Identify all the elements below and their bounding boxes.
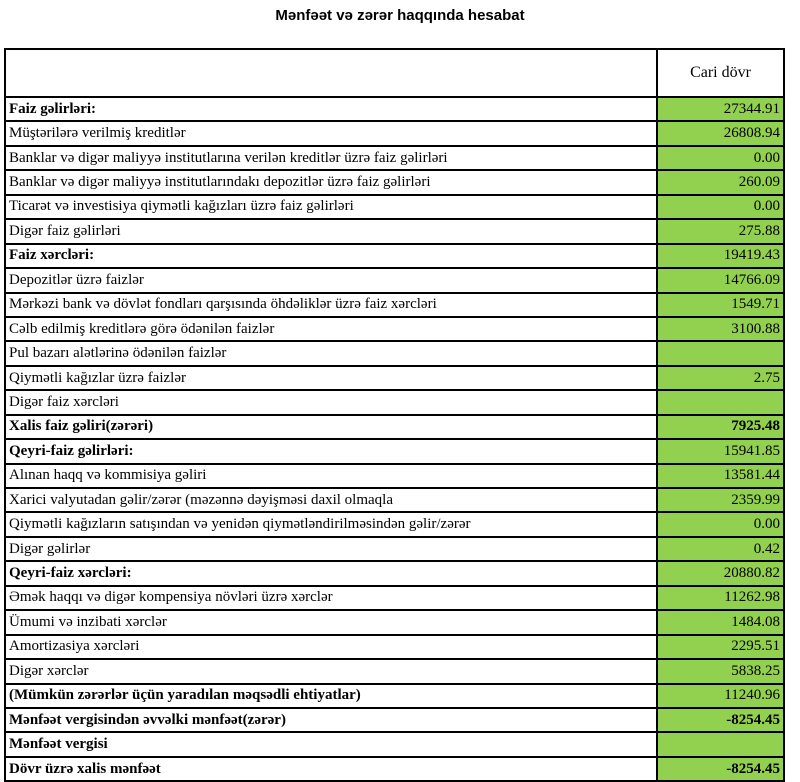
page-title: Mənfəət və zərər haqqında hesabat	[275, 7, 525, 24]
header-empty-cell	[4, 48, 658, 98]
row-label: Cəlb edilmiş kreditlərə görə ödənilən fa…	[4, 315, 658, 343]
table-row: Digər xərclər 5838.25	[4, 658, 785, 685]
row-value: 5838.25	[656, 658, 785, 685]
row-value: 15941.85	[656, 438, 785, 465]
row-label: Qiymətli kağızların satışından və yenidə…	[4, 511, 658, 538]
row-value: 0.00	[656, 193, 785, 221]
table-row: Mərkəzi bank və dövlət fondları qarşısın…	[4, 291, 785, 318]
row-label: Qiymətli kağızlar üzrə faizlər	[4, 364, 658, 392]
table-row: Xalis faiz gəliri(zərəri) 7925.48	[4, 413, 785, 441]
table-row: Ümumi və inzibati xərclər 1484.08	[4, 609, 785, 636]
row-label: Mənfəət vergisi	[4, 731, 658, 758]
row-value: 1549.71	[656, 291, 785, 318]
table-row: Banklar və digər maliyyə institutlarında…	[4, 169, 785, 196]
row-value: -8254.45	[656, 706, 785, 734]
row-label: Banklar və digər maliyyə institutlarında…	[4, 169, 658, 196]
table-header-row: Cari dövr	[4, 48, 785, 98]
table-row: Mənfəət vergisi	[4, 731, 785, 758]
row-label: Faiz xərcləri:	[4, 242, 658, 270]
row-label: Banklar və digər maliyyə institutlarına …	[4, 144, 658, 172]
row-value: 0.00	[656, 144, 785, 172]
row-value: 11262.98	[656, 584, 785, 612]
row-label: Depozitlər üzrə faizlər	[4, 267, 658, 294]
row-value: 19419.43	[656, 242, 785, 270]
table-row: Əmək haqqı və digər kompensiya növləri ü…	[4, 584, 785, 612]
table-row: Faiz xərcləri: 19419.43	[4, 242, 785, 270]
row-label: Alınan haqq və kommisiya gəliri	[4, 462, 658, 490]
profit-loss-table: Cari dövr Faiz gəlirləri: 27344.91 Müştə…	[4, 48, 785, 782]
row-value: 275.88	[656, 218, 785, 245]
table-row: Qiymətli kağızların satışından və yenidə…	[4, 511, 785, 538]
row-value: 1484.08	[656, 609, 785, 636]
row-value: 260.09	[656, 169, 785, 196]
row-value	[656, 340, 785, 367]
row-label: Faiz gəlirləri:	[4, 95, 658, 123]
report-table-body: Faiz gəlirləri: 27344.91 Müştərilərə ver…	[4, 95, 785, 782]
row-label: Müştərilərə verilmiş kreditlər	[4, 120, 658, 147]
table-row: Digər faiz gəlirləri 275.88	[4, 218, 785, 245]
table-row: Amortizasiya xərcləri 2295.51	[4, 633, 785, 661]
row-value: 7925.48	[656, 413, 785, 441]
row-label: Digər faiz gəlirləri	[4, 218, 658, 245]
row-label: Əmək haqqı və digər kompensiya növləri ü…	[4, 584, 658, 612]
row-label: Ümumi və inzibati xərclər	[4, 609, 658, 636]
row-label: (Mümkün zərərlər üçün yaradılan məqsədli…	[4, 682, 658, 709]
row-value: -8254.45	[656, 755, 785, 782]
row-value: 26808.94	[656, 120, 785, 147]
row-label: Qeyri-faiz gəlirləri:	[4, 438, 658, 465]
table-row: Alınan haqq və kommisiya gəliri 13581.44	[4, 462, 785, 490]
row-value: 3100.88	[656, 315, 785, 343]
table-row: Digər faiz xərcləri	[4, 389, 785, 416]
row-value: 2359.99	[656, 486, 785, 514]
row-value: 14766.09	[656, 267, 785, 294]
table-row: Qiymətli kağızlar üzrə faizlər 2.75	[4, 364, 785, 392]
row-value: 27344.91	[656, 95, 785, 123]
row-value	[656, 731, 785, 758]
row-label: Amortizasiya xərcləri	[4, 633, 658, 661]
table-row: Depozitlər üzrə faizlər 14766.09	[4, 267, 785, 294]
row-label: Xarici valyutadan gəlir/zərər (məzənnə d…	[4, 486, 658, 514]
table-row: Qeyri-faiz xərcləri: 20880.82	[4, 560, 785, 587]
table-row: Digər gəlirlər 0.42	[4, 535, 785, 563]
table-row: Dövr üzrə xalis mənfəət -8254.45	[4, 755, 785, 782]
table-row: Banklar və digər maliyyə institutlarına …	[4, 144, 785, 172]
table-row: Pul bazarı alətlərinə ödənilən faizlər	[4, 340, 785, 367]
row-label: Mərkəzi bank və dövlət fondları qarşısın…	[4, 291, 658, 318]
row-value: 20880.82	[656, 560, 785, 587]
header-period-cell: Cari dövr	[656, 48, 785, 98]
table-row: Müştərilərə verilmiş kreditlər 26808.94	[4, 120, 785, 147]
row-label: Xalis faiz gəliri(zərəri)	[4, 413, 658, 441]
row-value	[656, 389, 785, 416]
table-row: Ticarət və investisiya qiymətli kağızlar…	[4, 193, 785, 221]
row-label: Digər gəlirlər	[4, 535, 658, 563]
row-label: Mənfəət vergisindən əvvəlki mənfəət(zərə…	[4, 706, 658, 734]
table-row: Faiz gəlirləri: 27344.91	[4, 95, 785, 123]
row-label: Qeyri-faiz xərcləri:	[4, 560, 658, 587]
row-label: Digər faiz xərcləri	[4, 389, 658, 416]
row-value: 0.00	[656, 511, 785, 538]
row-value: 2.75	[656, 364, 785, 392]
row-value: 11240.96	[656, 682, 785, 709]
table-row: Xarici valyutadan gəlir/zərər (məzənnə d…	[4, 486, 785, 514]
table-row: (Mümkün zərərlər üçün yaradılan məqsədli…	[4, 682, 785, 709]
row-value: 13581.44	[656, 462, 785, 490]
table-row: Cəlb edilmiş kreditlərə görə ödənilən fa…	[4, 315, 785, 343]
table-row: Qeyri-faiz gəlirləri: 15941.85	[4, 438, 785, 465]
row-value: 2295.51	[656, 633, 785, 661]
row-label: Pul bazarı alətlərinə ödənilən faizlər	[4, 340, 658, 367]
table-row: Mənfəət vergisindən əvvəlki mənfəət(zərə…	[4, 706, 785, 734]
row-label: Digər xərclər	[4, 658, 658, 685]
row-label: Ticarət və investisiya qiymətli kağızlar…	[4, 193, 658, 221]
row-value: 0.42	[656, 535, 785, 563]
row-label: Dövr üzrə xalis mənfəət	[4, 755, 658, 782]
